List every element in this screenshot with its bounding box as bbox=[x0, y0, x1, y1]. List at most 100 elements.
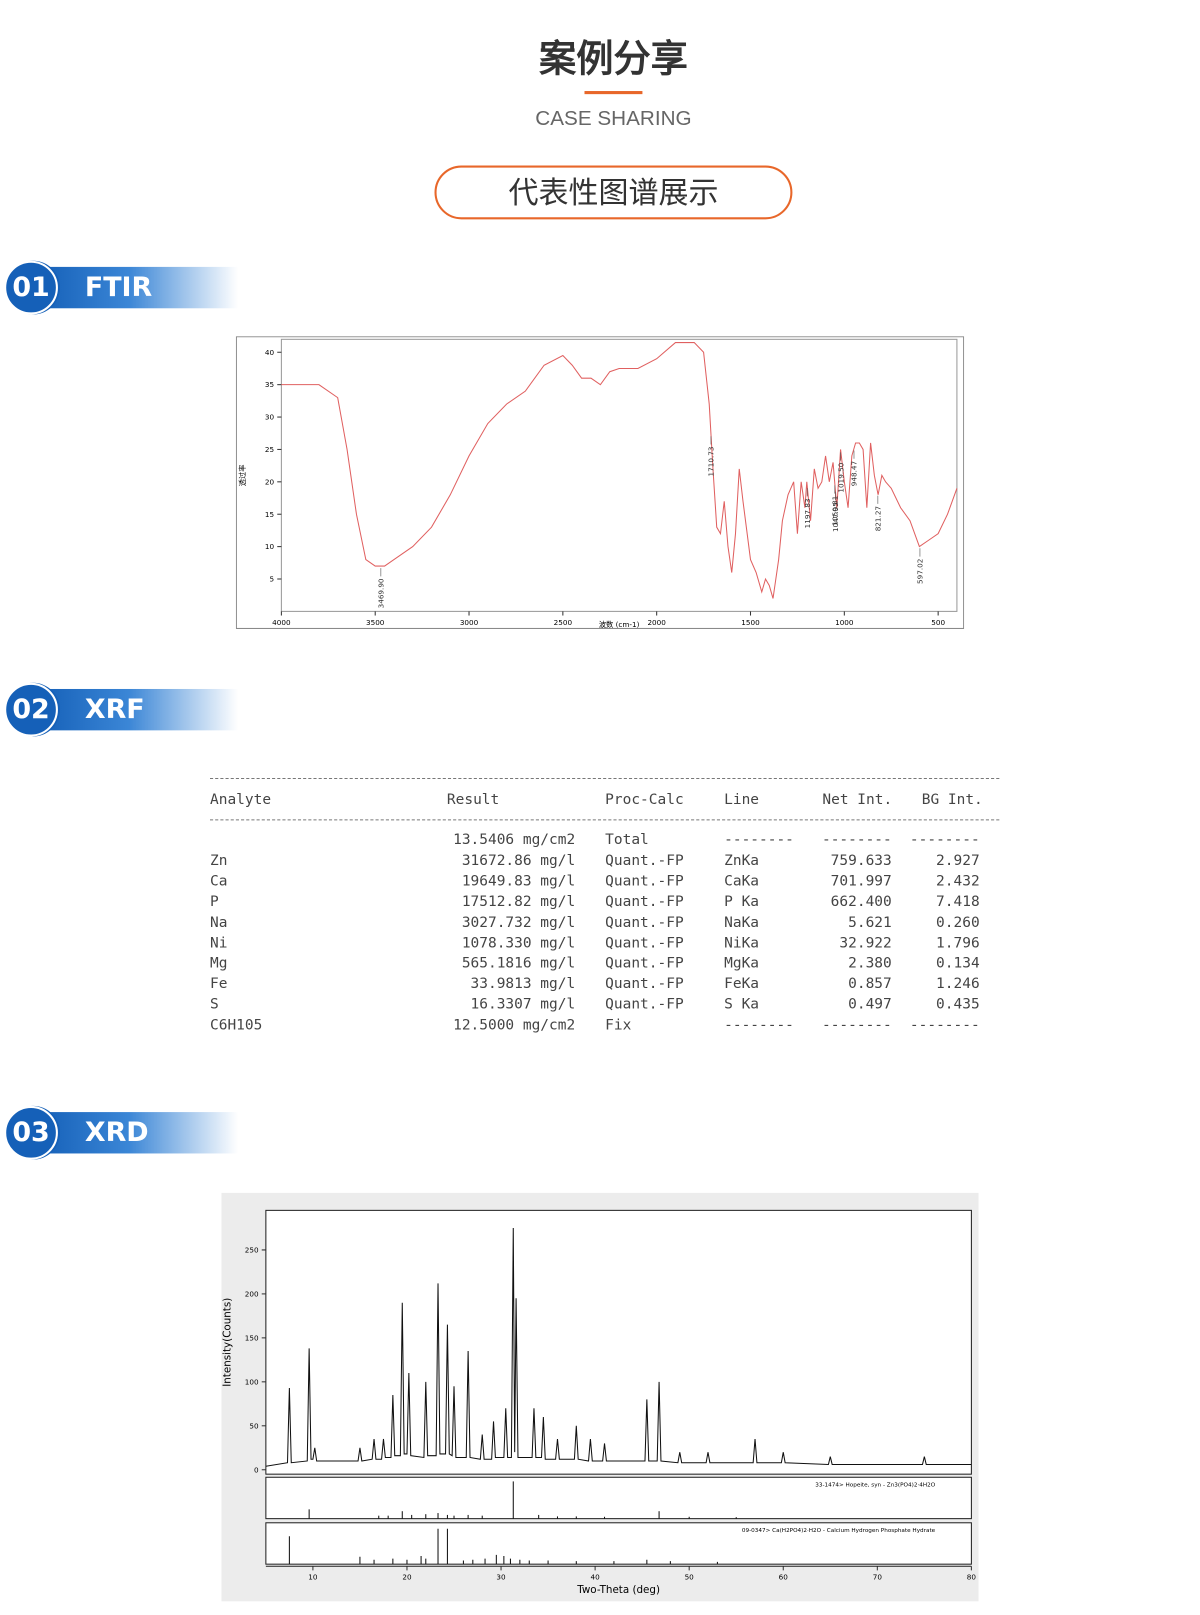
y-tick-label: 250 bbox=[245, 1246, 259, 1255]
table-cell: P bbox=[210, 893, 219, 911]
table-cell: Quant.-FP bbox=[605, 893, 684, 911]
column-header: Line bbox=[724, 791, 760, 808]
x-axis-label: 波数 (cm-1) bbox=[599, 620, 640, 629]
table-cell: 565.1816 mg/l bbox=[461, 955, 576, 972]
table-cell: Ni bbox=[210, 934, 228, 952]
table-cell: 662.400 bbox=[830, 893, 892, 911]
title-rule bbox=[584, 91, 643, 95]
table-cell: 1.796 bbox=[936, 934, 980, 952]
table-cell: 1078.330 mg/l bbox=[461, 934, 576, 952]
table-cell: 2.927 bbox=[936, 852, 980, 869]
x-tick-label: 10 bbox=[308, 1573, 318, 1582]
section-bar bbox=[39, 688, 238, 731]
column-header: Proc-Calc bbox=[605, 791, 684, 808]
column-header: Result bbox=[446, 791, 500, 808]
page-subtitle: CASE SHARING bbox=[535, 107, 692, 131]
table-cell: S bbox=[210, 996, 219, 1013]
table-cell: 0.857 bbox=[848, 975, 892, 993]
table-cell: S Ka bbox=[724, 996, 760, 1013]
table-cell: Quant.-FP bbox=[605, 996, 684, 1013]
x-tick-label: 60 bbox=[779, 1573, 789, 1582]
column-header: Net Int. bbox=[822, 791, 893, 808]
x-tick-label: 30 bbox=[496, 1573, 506, 1582]
table-cell: P Ka bbox=[724, 893, 760, 911]
table-cell: CaKa bbox=[724, 872, 760, 890]
y-tick-label: 0 bbox=[254, 1465, 259, 1474]
xrd-chart: 0 50 100 150 200 250 10 20 30 40 50 60 70 80 Two-Theta… bbox=[221, 1192, 979, 1602]
table-cell: Mg bbox=[210, 955, 228, 972]
table-cell: 12.5000 mg/cm2 bbox=[453, 1017, 576, 1034]
table-cell: Fe bbox=[210, 975, 228, 993]
table-rule bbox=[210, 777, 1000, 779]
x-tick-label: 50 bbox=[685, 1573, 695, 1582]
table-cell: Total bbox=[605, 831, 649, 849]
y-tick-label: 100 bbox=[245, 1377, 259, 1386]
table-cell: 19649.83 mg/l bbox=[461, 872, 576, 890]
section-badge: 代表性图谱展示 bbox=[434, 165, 793, 220]
y-tick-label: 25 bbox=[265, 445, 274, 454]
table-cell: Quant.-FP bbox=[605, 955, 684, 972]
table-cell: 0.497 bbox=[848, 996, 892, 1013]
x-tick-label: 3000 bbox=[460, 618, 479, 627]
peak-label: 821.27 bbox=[873, 506, 882, 531]
table-cell: C6H105 bbox=[210, 1017, 263, 1034]
x-tick-label: 4000 bbox=[272, 618, 291, 627]
x-tick-label: 80 bbox=[967, 1573, 977, 1582]
plot-area bbox=[280, 338, 958, 612]
spectrum-line bbox=[281, 342, 958, 599]
peak-label: 1047.95 bbox=[831, 502, 840, 532]
plot-area bbox=[265, 1209, 972, 1475]
peak-label: 1050.81 bbox=[830, 496, 839, 526]
y-tick-label: 150 bbox=[245, 1333, 259, 1342]
table-cell: -------- bbox=[821, 831, 892, 849]
x-tick-label: 2000 bbox=[647, 618, 666, 627]
y-axis-label: 透过率 bbox=[238, 465, 247, 487]
table-cell: MgKa bbox=[724, 955, 760, 972]
x-tick-label: 70 bbox=[873, 1573, 883, 1582]
table-cell: 13.5406 mg/cm2 bbox=[453, 831, 576, 849]
table-cell: 33.9813 mg/l bbox=[470, 975, 576, 993]
y-axis-label: Intensity(Counts) bbox=[222, 1298, 234, 1387]
section-bar bbox=[39, 266, 238, 309]
y-tick-label: 40 bbox=[265, 348, 275, 357]
peak-label: 3469.90 bbox=[376, 578, 385, 608]
table-cell: Quant.-FP bbox=[605, 934, 684, 952]
y-tick-label: 20 bbox=[265, 477, 275, 486]
table-rule bbox=[210, 819, 1000, 821]
section-number: 01 bbox=[4, 260, 58, 315]
xrf-table: Analyte Result Proc-Calc Line Net Int. BG Int… bbox=[210, 777, 1000, 1034]
table-cell: 32.922 bbox=[839, 934, 892, 952]
table-cell: -------- bbox=[724, 831, 794, 849]
section-bar bbox=[39, 1112, 238, 1154]
table-cell: Quant.-FP bbox=[605, 852, 684, 869]
table-cell: -------- bbox=[821, 1017, 892, 1034]
reference-panel bbox=[265, 1522, 972, 1565]
section-name: FTIR bbox=[84, 272, 153, 304]
table-cell: 2.432 bbox=[936, 872, 980, 890]
x-tick-label: 1000 bbox=[835, 618, 854, 627]
peak-label: 1710.73 bbox=[707, 446, 716, 476]
reference-label: 33-1474> Hopeite, syn - Zn3(PO4)2·4H2O bbox=[815, 1483, 935, 1489]
peak-label: 1019.50 bbox=[836, 462, 845, 492]
table-cell: 2.380 bbox=[848, 955, 892, 972]
section-name: XRD bbox=[84, 1117, 149, 1149]
table-cell: 17512.82 mg/l bbox=[461, 893, 576, 911]
peak-label: 597.02 bbox=[916, 559, 925, 584]
column-header: Analyte bbox=[210, 791, 272, 808]
x-tick-label: 3500 bbox=[366, 618, 385, 627]
table-cell: Quant.-FP bbox=[605, 872, 684, 890]
peak-label: 1197.83 bbox=[803, 498, 812, 528]
y-tick-label: 5 bbox=[270, 575, 275, 584]
y-tick-label: 200 bbox=[245, 1289, 259, 1298]
reference-label: 09-0347> Ca(H2PO4)2·H2O - Calcium Hydrog… bbox=[742, 1528, 936, 1534]
table-cell: Quant.-FP bbox=[605, 914, 684, 931]
table-cell: 5.621 bbox=[848, 914, 892, 931]
y-tick-label: 15 bbox=[265, 510, 274, 519]
table-cell: -------- bbox=[909, 831, 980, 849]
table-cell: 7.418 bbox=[936, 893, 980, 911]
table-cell: 0.134 bbox=[936, 955, 980, 972]
x-tick-label: 1500 bbox=[741, 618, 760, 627]
table-cell: 3027.732 mg/l bbox=[461, 914, 576, 931]
y-tick-label: 30 bbox=[265, 413, 275, 422]
